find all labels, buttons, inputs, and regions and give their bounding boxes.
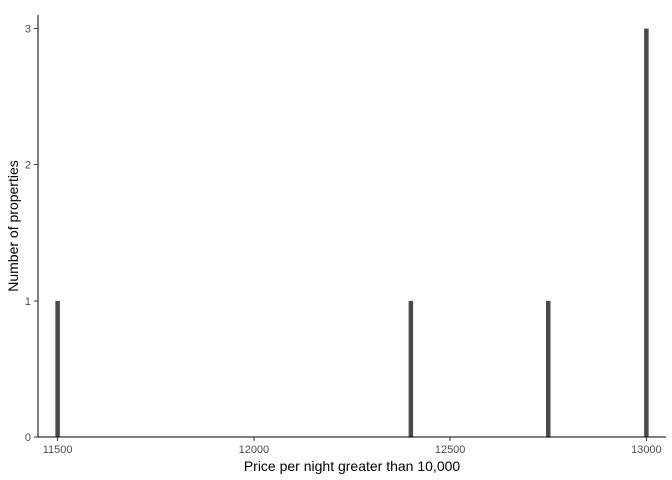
x-tick-label: 12000 [239,444,270,456]
x-axis-title: Price per night greater than 10,000 [244,458,461,474]
y-tick-label: 2 [25,160,31,172]
y-axis-title: Number of properties [5,160,21,292]
bar-11500 [55,300,60,437]
y-tick-label: 1 [25,296,31,308]
x-axis: 11500 12000 12500 13000 [38,436,666,456]
y-tick-label: 0 [25,432,31,444]
y-tick-label: 3 [25,24,31,36]
bars-layer [55,28,649,438]
y-axis: 0 1 2 3 [25,15,39,444]
bar-13000 [644,28,649,438]
x-tick-label: 11500 [43,444,73,456]
x-tick-label: 12500 [435,444,466,456]
bar-12400 [408,300,414,437]
bar-12750 [546,300,551,437]
x-tick-label: 13000 [631,444,662,456]
